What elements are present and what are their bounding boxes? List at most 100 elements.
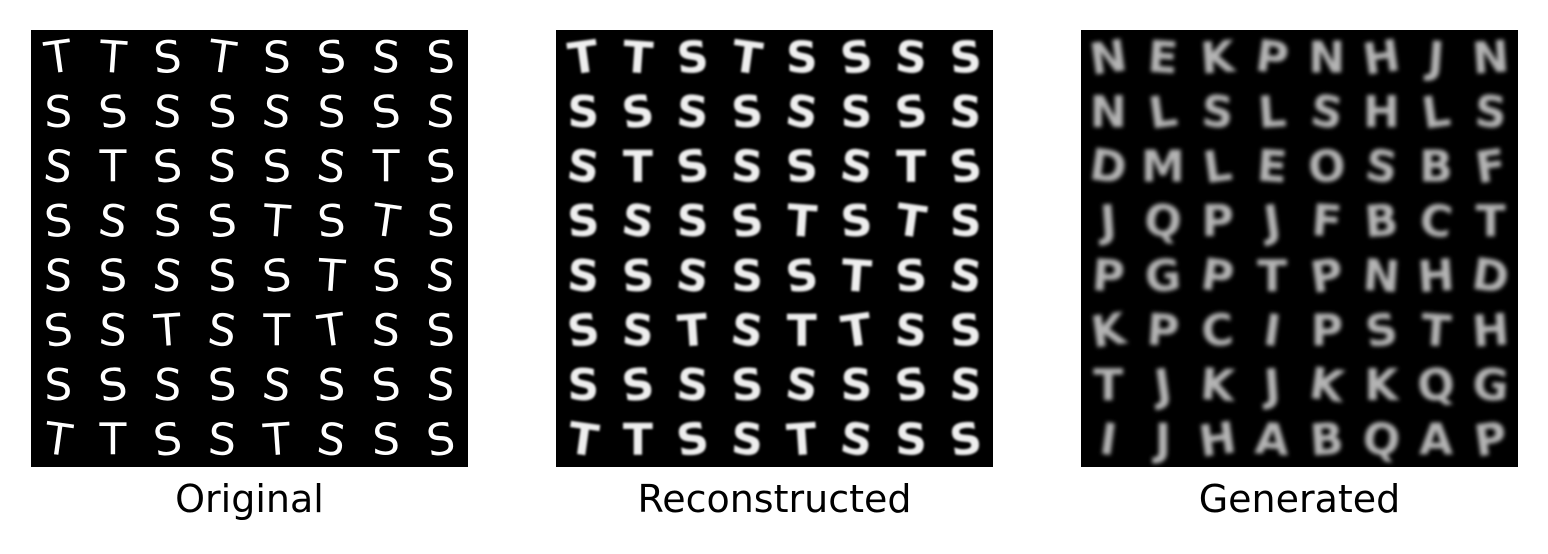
glyph-cell: P <box>1471 413 1510 467</box>
glyph-cell: T <box>40 413 75 467</box>
glyph-cell: S <box>427 196 455 247</box>
glyph-cell: S <box>370 305 401 358</box>
glyph-cell: A <box>1253 414 1291 467</box>
glyph-cell: S <box>730 141 765 194</box>
glyph-cell: S <box>566 195 601 248</box>
glyph-cell: S <box>41 304 76 358</box>
glyph-cell: S <box>423 140 458 194</box>
glyph-cell: T <box>151 305 182 358</box>
glyph-cell: I <box>1260 305 1283 358</box>
glyph-cell: L <box>1146 85 1181 139</box>
glyph-cell: S <box>728 194 766 249</box>
glyph-cell: F <box>1472 140 1509 195</box>
glyph-cell: O <box>1306 140 1347 193</box>
glyph-cell: S <box>837 140 875 195</box>
glyph-cell: A <box>1419 415 1453 466</box>
glyph-cell: S <box>152 31 183 84</box>
glyph-cell: T <box>893 194 930 249</box>
glyph-cell: S <box>372 415 400 466</box>
glyph-cell: S <box>96 358 131 412</box>
glyph-cell: S <box>370 31 401 84</box>
glyph-cell: S <box>316 195 347 248</box>
glyph-cell: T <box>840 250 874 303</box>
glyph-cell: S <box>946 249 984 304</box>
glyph-cell: S <box>206 141 237 194</box>
glyph-cell: Q <box>1414 358 1458 414</box>
glyph-cell: H <box>1360 30 1404 86</box>
glyph-cell: S <box>620 250 655 303</box>
glyph-cell: S <box>207 86 238 139</box>
reconstructed-caption: Reconstructed <box>637 477 912 521</box>
glyph-cell: T <box>372 142 400 193</box>
glyph-cell: S <box>948 304 983 357</box>
glyph-cell: S <box>675 31 710 84</box>
glyph-cell: S <box>1362 140 1400 195</box>
glyph-cell: T <box>623 142 653 193</box>
glyph-cell: S <box>423 413 458 467</box>
glyph-cell: T <box>1257 251 1287 302</box>
glyph-cell: T <box>204 31 239 85</box>
glyph-cell: S <box>423 249 458 303</box>
glyph-cell: B <box>1308 414 1345 467</box>
glyph-cell: S <box>892 85 930 140</box>
glyph-cell: S <box>41 140 76 194</box>
generated-caption: Generated <box>1198 477 1401 521</box>
glyph-cell: T <box>785 414 819 467</box>
glyph-cell: S <box>619 358 657 413</box>
glyph-cell: T <box>1419 304 1453 357</box>
glyph-cell: P <box>1145 304 1181 357</box>
glyph-cell: L <box>1200 140 1235 194</box>
glyph-cell: D <box>1087 139 1130 195</box>
glyph-cell: P <box>1307 249 1346 304</box>
glyph-cell: P <box>1198 249 1237 304</box>
original-caption: Original <box>175 477 324 521</box>
glyph-cell: S <box>425 305 456 358</box>
glyph-cell: J <box>1152 415 1171 466</box>
glyph-cell: S <box>259 358 294 412</box>
glyph-cell: K <box>1364 360 1400 411</box>
glyph-cell: S <box>150 413 185 467</box>
glyph-cell: T <box>729 30 766 85</box>
glyph-cell: S <box>1473 86 1508 139</box>
glyph-cell: H <box>1196 412 1240 467</box>
glyph-cell: S <box>950 196 982 247</box>
glyph-cell: S <box>673 140 711 195</box>
glyph-cell: T <box>41 31 76 85</box>
glyph-cell: S <box>44 360 72 411</box>
glyph-cell: S <box>619 85 657 140</box>
glyph-cell: K <box>1199 31 1238 84</box>
glyph-cell: S <box>567 360 599 411</box>
glyph-cell: S <box>1362 303 1400 358</box>
glyph-cell: S <box>205 304 240 358</box>
glyph-cell: S <box>786 32 818 83</box>
glyph-cell: S <box>1307 85 1345 140</box>
glyph-cell: J <box>1148 359 1174 412</box>
glyph-cell: B <box>1419 142 1453 193</box>
glyph-cell: T <box>1476 196 1506 247</box>
glyph-cell: T <box>314 304 349 358</box>
glyph-cell: P <box>1311 305 1343 356</box>
glyph-cell: T <box>785 195 819 248</box>
glyph-cell: T <box>621 31 655 84</box>
glyph-cell: C <box>1416 194 1455 249</box>
glyph-cell: S <box>96 85 131 139</box>
glyph-cell: S <box>675 86 710 139</box>
glyph-cell: S <box>263 32 291 83</box>
glyph-cell: T <box>368 194 403 248</box>
glyph-cell: S <box>425 86 456 139</box>
glyph-cell: S <box>892 358 930 413</box>
glyph-cell: S <box>369 85 404 139</box>
glyph-cell: S <box>948 359 983 412</box>
glyph-cell: B <box>1363 195 1400 248</box>
glyph-cell: S <box>730 86 765 139</box>
glyph-cell: S <box>43 250 74 303</box>
glyph-cell: T <box>896 142 926 193</box>
glyph-cell: K <box>1088 303 1131 359</box>
glyph-cell: S <box>261 141 292 194</box>
glyph-cell: S <box>314 413 349 467</box>
glyph-cell: S <box>673 249 711 304</box>
glyph-cell: S <box>314 140 349 194</box>
glyph-cell: S <box>95 194 130 248</box>
glyph-cell: S <box>370 250 401 303</box>
